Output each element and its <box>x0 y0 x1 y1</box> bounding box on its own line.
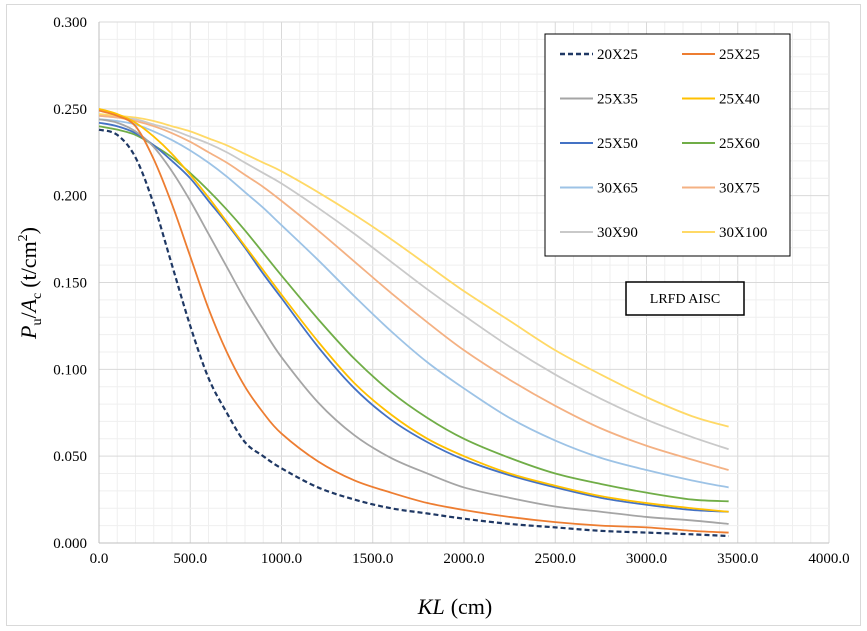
legend-items: 20X25 25X25 25X35 25X40 25X50 25X60 30X65 30X75… <box>560 47 767 241</box>
x-tick-label: 2000.0 <box>443 551 484 567</box>
x-tick-label: 3000.0 <box>626 551 667 567</box>
series-line-25X35 <box>98 118 729 525</box>
y-tick-label: 0.150 <box>53 276 87 292</box>
tick-labels: 0.0 500.0 1000.0 1500.0 2000.0 2500.0 3000.0 35… <box>53 15 849 567</box>
legend-box <box>544 33 791 257</box>
legend-label-25X50: 25X50 <box>597 136 638 152</box>
legend-label-20X25: 20X25 <box>597 47 638 63</box>
y-tick-label: 0.000 <box>53 536 87 552</box>
chart-frame <box>6 4 861 626</box>
x-tick-label: 0.0 <box>90 551 109 567</box>
method-annotation: LRFD AISC <box>625 281 745 316</box>
annotation-text: LRFD AISC <box>650 292 720 307</box>
x-axis-title-var: KL <box>417 594 445 619</box>
series-line-25X60 <box>98 125 729 503</box>
x-tick-label: 1000.0 <box>261 551 302 567</box>
x-tick-label: 2500.0 <box>535 551 576 567</box>
x-tick-label: 4000.0 <box>808 551 849 567</box>
x-tick-label: 3500.0 <box>717 551 758 567</box>
y-tick-label: 0.050 <box>53 449 87 465</box>
legend-label-30X65: 30X65 <box>597 181 638 197</box>
x-tick-label: 1500.0 <box>352 551 393 567</box>
series-line-30X75 <box>98 114 729 471</box>
series-line-25X40 <box>98 107 729 513</box>
annotation-box <box>625 281 745 316</box>
series-line-30X65 <box>98 118 729 489</box>
legend: 20X25 25X25 25X35 25X40 25X50 25X60 30X65 30X75… <box>544 33 791 257</box>
legend-label-30X90: 30X90 <box>597 225 638 241</box>
y-axis-title: Pu/Ac(t/cm2) <box>16 227 45 340</box>
series-line-25X25 <box>98 109 729 534</box>
x-tick-label: 500.0 <box>173 551 207 567</box>
y-tick-label: 0.300 <box>53 15 87 31</box>
series-line-30X90 <box>98 114 729 451</box>
legend-label-25X35: 25X35 <box>597 92 638 108</box>
legend-label-30X75: 30X75 <box>719 181 760 197</box>
series-line-25X50 <box>98 121 729 513</box>
y-tick-label: 0.250 <box>53 102 87 118</box>
legend-label-25X40: 25X40 <box>719 92 760 108</box>
series-lines <box>98 107 729 538</box>
x-axis-title-unit: (cm) <box>451 594 493 619</box>
x-axis-title: KL (cm) <box>417 594 492 619</box>
legend-label-25X25: 25X25 <box>719 47 760 63</box>
y-tick-label: 0.200 <box>53 189 87 205</box>
legend-label-25X60: 25X60 <box>719 136 760 152</box>
legend-label-30X100: 30X100 <box>719 225 767 241</box>
series-line-30X100 <box>98 113 729 428</box>
y-tick-label: 0.100 <box>53 362 87 378</box>
series-line-20X25 <box>98 128 729 538</box>
